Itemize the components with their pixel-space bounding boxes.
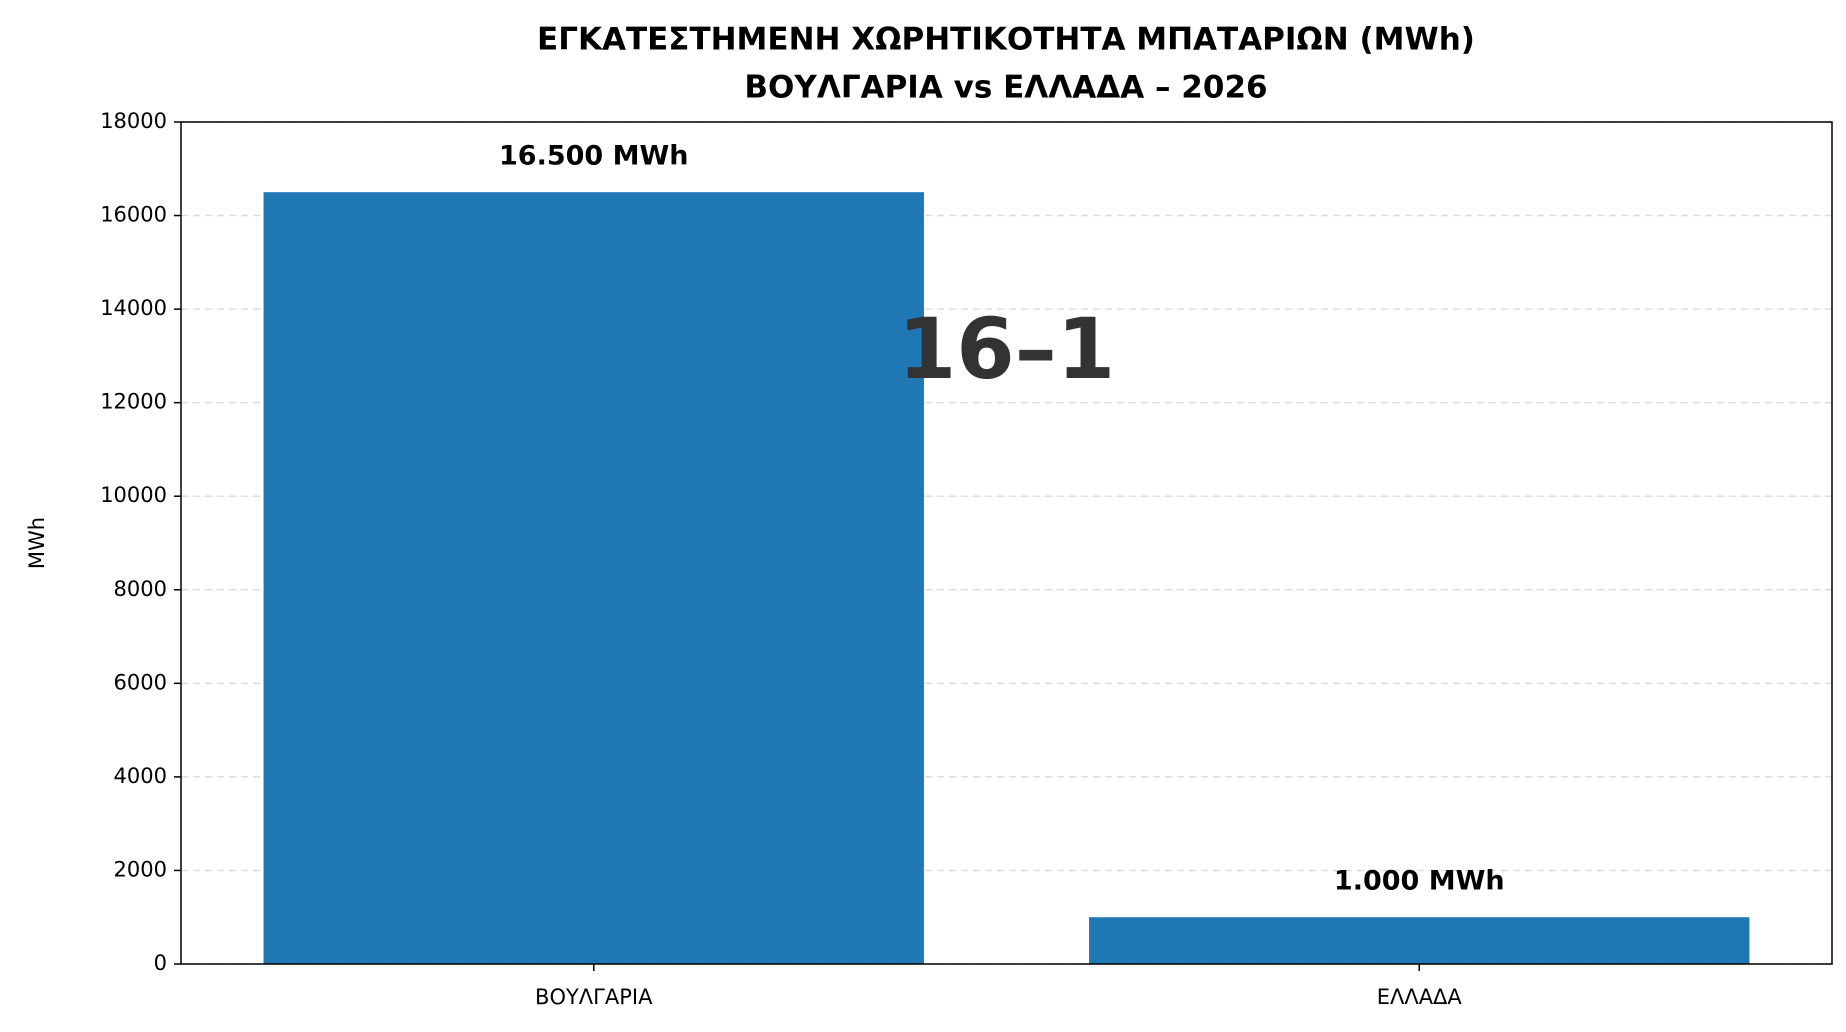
- y-tick-label: 18000: [100, 109, 167, 133]
- value-label: 16.500 MWh: [499, 141, 688, 172]
- bar: [1089, 917, 1750, 964]
- plot-frame: [180, 121, 1833, 965]
- chart-subtitle: ΒΟΥΛΓΑΡΙΑ vs ΕΛΛΑΔΑ – 2026: [744, 70, 1267, 106]
- labels: 0 2000 4000 6000 8000 10000 12000 14000 16000 180…: [100, 109, 1504, 1009]
- x-tick-label: ΒΟΥΛΓΑΡΙΑ: [535, 985, 653, 1009]
- y-tick-label: 14000: [100, 296, 167, 320]
- y-tick-label: 8000: [114, 577, 167, 601]
- y-axis-label: MWh: [25, 517, 49, 569]
- y-tick-label: 2000: [114, 857, 167, 881]
- bar: [263, 192, 924, 964]
- value-label: 1.000 MWh: [1334, 866, 1505, 897]
- y-tick-label: 4000: [114, 764, 167, 788]
- bars: [263, 192, 1750, 964]
- y-tick-label: 10000: [100, 483, 167, 507]
- x-tick-label: ΕΛΛΑΔΑ: [1377, 985, 1463, 1009]
- y-tick-label: 12000: [100, 390, 167, 414]
- annotation: 16–1: [898, 300, 1115, 398]
- y-tick-label: 16000: [100, 203, 167, 227]
- y-tick-label: 0: [154, 951, 167, 975]
- chart-title: ΕΓΚΑΤΕΣΤΗΜΕΝΗ ΧΩΡΗΤΙΚΟΤΗΤΑ ΜΠΑΤΑΡΙΩΝ (MW…: [537, 22, 1475, 58]
- y-tick-label: 6000: [114, 670, 167, 694]
